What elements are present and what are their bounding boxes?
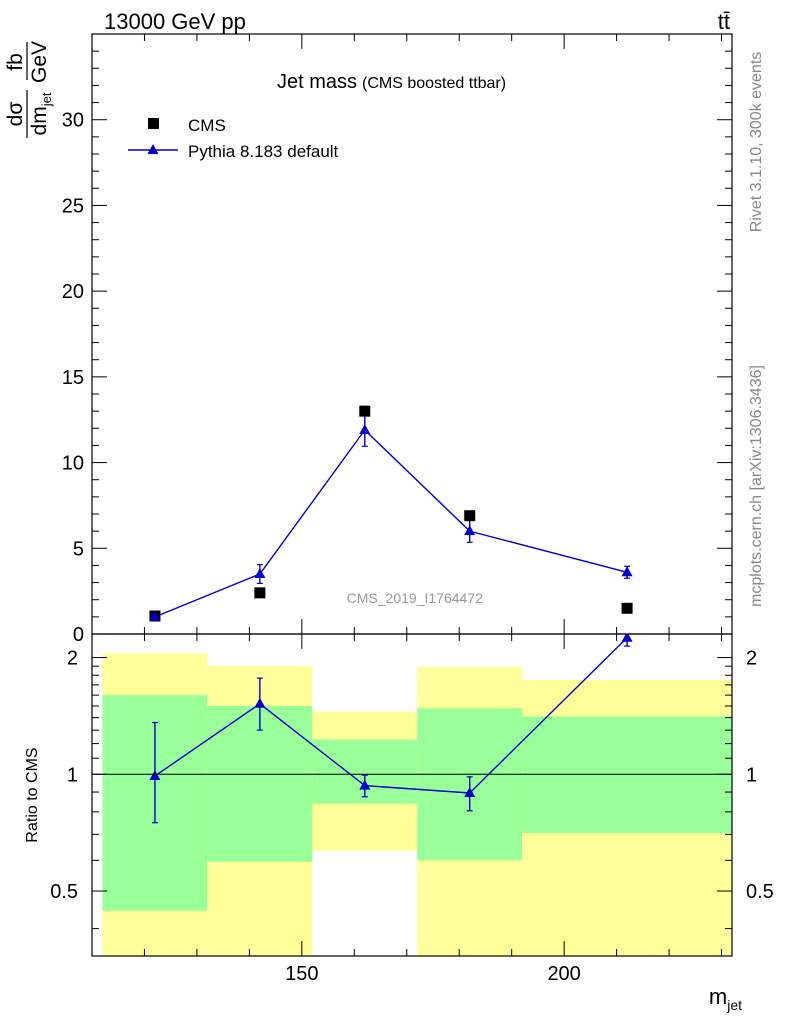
ratio-mc-point — [621, 634, 633, 642]
y-tick-label: 20 — [62, 281, 84, 303]
y-tick-label: 30 — [62, 110, 84, 132]
rivet-label: Rivet 3.1.10, 300k events — [748, 52, 765, 233]
legend-mc-marker — [147, 144, 159, 154]
main-axes: 0 5 10 15 20 25 30 — [62, 33, 733, 646]
watermark-group: CMS_2019_I1764472 — [347, 590, 483, 606]
y-tick-label: 25 — [62, 195, 84, 217]
ratio-mc-point — [359, 779, 371, 790]
cms-point — [621, 602, 633, 614]
mc-point — [254, 568, 266, 578]
main-panel: CMS_2019_I1764472 0 5 10 15 20 25 30 CMS Pythia… — [62, 33, 733, 646]
ratio-y-tick-label-right: 1 — [746, 764, 757, 786]
mc-point — [149, 610, 161, 621]
ratio-y-tick-label-right: 0.5 — [746, 881, 774, 903]
ylabel-unit-denominator: GeV — [28, 41, 51, 83]
ratio-series — [149, 634, 633, 824]
ratio-mc-point — [254, 697, 266, 708]
x-axis-label: mjet — [709, 984, 742, 1013]
uncertainty-bands — [102, 653, 732, 956]
mc-line — [154, 428, 628, 618]
ratio-ylabel: Ratio to CMS — [24, 747, 41, 842]
cms-point — [464, 510, 476, 522]
xlabel-m: m — [709, 984, 727, 1009]
ratio-panel: 0.5 0.5 1 1 2 2 150 200 Ratio to CMS mjet — [24, 633, 774, 1013]
legend-cms-marker — [148, 118, 159, 129]
mc-point — [464, 525, 476, 536]
main-series — [149, 405, 633, 622]
band-inner — [522, 716, 732, 834]
main-ylabel: dσ dmjet fb GeV — [4, 41, 54, 138]
ratio-y-tick-label: 0.5 — [50, 881, 78, 903]
ratio-y-tick-label-right: 2 — [746, 648, 757, 670]
y-tick-label: 15 — [62, 367, 84, 389]
process-label: tt̄ — [718, 9, 730, 34]
ylabel-dm: dm — [28, 106, 51, 135]
y-tick-label: 10 — [62, 453, 84, 475]
chart-title: Jet mass (CMS boosted ttbar) — [277, 71, 506, 93]
ylabel-denominator: dmjet — [28, 92, 54, 135]
x-tick-label: 200 — [547, 963, 580, 985]
ratio-mc-point — [464, 786, 476, 797]
mc-point — [621, 566, 633, 577]
cms-point — [359, 405, 371, 417]
mc-point — [359, 424, 371, 434]
x-tick-label: 150 — [285, 963, 318, 985]
title-main: Jet mass — [277, 71, 357, 93]
ratio-frame — [91, 633, 733, 957]
legend-mc-label: Pythia 8.183 default — [188, 142, 339, 161]
y-tick-label: 5 — [73, 538, 84, 560]
ratio-mc-point — [149, 769, 161, 780]
ylabel-fraction: dσ dmjet fb GeV — [4, 41, 54, 138]
ratio-y-tick-label: 1 — [67, 764, 78, 786]
mcplots-label: mcplots.cern.ch [arXiv:1306.3436] — [748, 365, 765, 607]
y-tick-label: 0 — [73, 624, 84, 646]
ratio-y-tick-label: 2 — [67, 648, 78, 670]
plot-title: Jet mass (CMS boosted ttbar) — [277, 71, 506, 93]
ratio-axes: 0.5 0.5 1 1 2 2 150 200 Ratio to CMS mjet — [24, 633, 774, 1013]
watermark: CMS_2019_I1764472 — [347, 590, 483, 606]
legend-cms-label: CMS — [188, 116, 226, 135]
energy-label: 13000 GeV pp — [104, 9, 246, 34]
legend: CMS Pythia 8.183 default — [128, 116, 339, 161]
xlabel-sub: jet — [726, 997, 742, 1013]
cms-point — [254, 587, 266, 599]
ylabel-sub: jet — [39, 92, 54, 107]
band-inner — [207, 705, 313, 862]
ylabel-numerator: dσ — [4, 102, 27, 127]
title-sub: (CMS boosted ttbar) — [362, 75, 506, 92]
ylabel-unit-numerator: fb — [4, 53, 27, 71]
